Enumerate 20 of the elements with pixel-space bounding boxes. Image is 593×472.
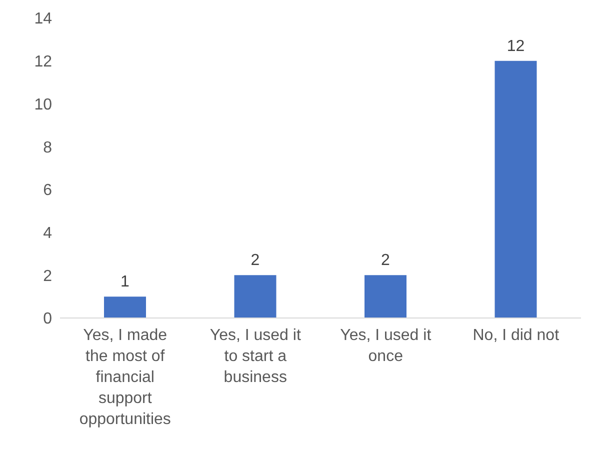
y-tick-label: 12 (34, 54, 52, 71)
x-tick-label: Yes, I made the most of financial support opportunities (79, 327, 171, 428)
y-tick-label: 10 (34, 96, 52, 114)
y-tick-label: 6 (43, 182, 52, 200)
y-tick-label: 0 (43, 310, 52, 328)
data-label: 2 (381, 252, 390, 270)
bar (104, 296, 146, 318)
x-tick-label: Yes, I used it to start a business (210, 327, 302, 386)
y-tick-label: 14 (34, 10, 52, 28)
data-label: 1 (120, 274, 130, 291)
x-tick-label: No, I did not (472, 327, 560, 344)
y-tick-label: 8 (43, 139, 52, 156)
bar (234, 275, 276, 318)
bar (494, 60, 537, 318)
y-tick-label: 4 (43, 224, 52, 242)
bar (364, 275, 406, 318)
data-label: 2 (250, 252, 260, 270)
y-tick-label: 2 (43, 268, 52, 285)
data-label: 12 (506, 38, 525, 55)
x-tick-label: Yes, I used it once (340, 327, 432, 365)
